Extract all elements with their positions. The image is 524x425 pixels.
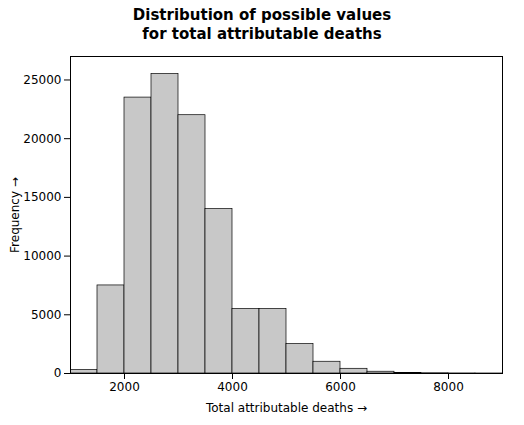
svg-text:20000: 20000 bbox=[23, 131, 61, 145]
svg-text:2000: 2000 bbox=[109, 380, 140, 394]
svg-text:Frequency →: Frequency → bbox=[8, 177, 22, 253]
html-text:Distribution of possible value: Distribution of possible values for tota… bbox=[132, 6, 392, 43]
svg-text:5000: 5000 bbox=[31, 307, 62, 321]
svg-text:4000: 4000 bbox=[217, 380, 248, 394]
svg-text:10000: 10000 bbox=[23, 248, 61, 262]
svg-text:8000: 8000 bbox=[433, 380, 464, 394]
svg-text:6000: 6000 bbox=[325, 380, 356, 394]
svg-text:15000: 15000 bbox=[23, 190, 61, 204]
svg-text:0: 0 bbox=[54, 366, 62, 380]
svg-text:Total attributable deaths →: Total attributable deaths → bbox=[205, 400, 367, 414]
svg-text:25000: 25000 bbox=[23, 72, 61, 86]
